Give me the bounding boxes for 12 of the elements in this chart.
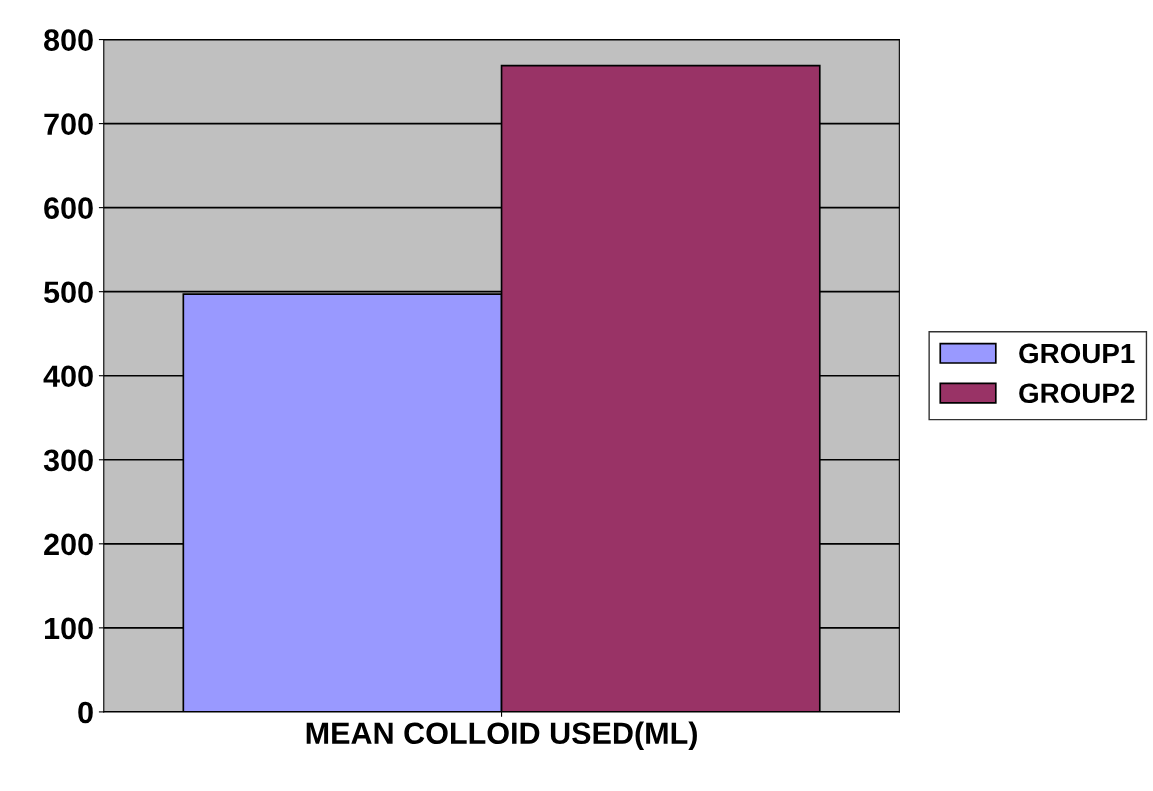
y-tick-label: 400 [43,365,93,388]
y-tick-label: 800 [44,29,93,51]
y-tick-label: 100 [45,617,93,640]
y-tick-label: 600 [44,197,93,220]
y-tick-label: 300 [43,449,93,472]
x-tick-label: MEAN COLLOID USED(ML) [306,721,697,751]
legend-label: GROUP2 [1019,383,1135,404]
y-tick-label: 700 [44,113,93,135]
legend-label: GROUP1 [1019,343,1135,364]
y-tick-label: 500 [44,281,93,304]
y-tick-label: 200 [44,533,93,556]
y-tick-label: 0 [78,701,93,724]
